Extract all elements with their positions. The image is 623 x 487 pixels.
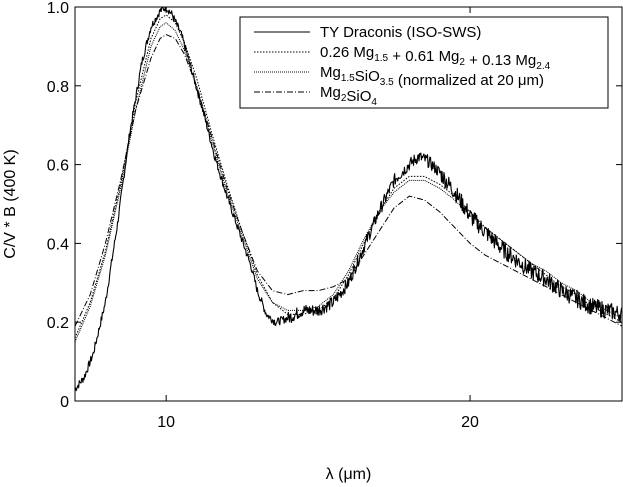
legend-subscript: 2 [459, 57, 465, 68]
y-tick-label: 0.4 [47, 236, 69, 253]
y-tick-label: 0.6 [47, 158, 69, 175]
y-tick-label: 1.0 [47, 0, 69, 17]
legend-text-part: TY Draconis (ISO-SWS) [320, 24, 481, 41]
x-tick-label: 20 [461, 414, 479, 431]
legend-text-part: + 0.13 Mg [465, 52, 536, 69]
plot-frame [74, 6, 623, 402]
y-tick-label: 0 [60, 394, 69, 411]
legend-label-m15: Mg1.5SiO3.5 (normalized at 20 μm) [320, 64, 544, 89]
legend-text-part: SiO [355, 68, 380, 85]
legend-subscript: 1.5 [374, 53, 388, 64]
legend-text-part: SiO [346, 88, 371, 105]
legend-text-part: Mg [320, 84, 341, 101]
legend-label-mix: 0.26 Mg1.5 + 0.61 Mg2 + 0.13 Mg2.4 [320, 44, 551, 72]
series-line-m2 [75, 34, 622, 327]
series-line-m15 [75, 22, 622, 343]
y-tick-label: 0.8 [47, 79, 69, 96]
legend-label-m2: Mg2SiO4 [320, 84, 377, 108]
legend: TY Draconis (ISO-SWS)0.26 Mg1.5 + 0.61 M… [239, 16, 609, 109]
legend-label-ty: TY Draconis (ISO-SWS) [320, 24, 481, 41]
x-axis-label: λ (μm) [326, 466, 372, 483]
legend-subscript: 2 [341, 93, 347, 104]
y-axis-label: C/V * B (400 K) [2, 149, 19, 258]
legend-text-part: 0.26 Mg [320, 44, 374, 61]
legend-subscript: 1.5 [341, 73, 355, 84]
legend-subscript: 4 [371, 97, 377, 108]
ticks-layer: 0 0.2 0.4 0.6 0.8 1.0 10 20 [47, 0, 622, 431]
legend-text-part: (normalized at 20 μm) [394, 72, 544, 89]
legend-text-part: Mg [320, 64, 341, 81]
y-tick-label: 0.2 [47, 315, 69, 332]
legend-subscript: 3.5 [380, 77, 394, 88]
legend-text-part: + 0.61 Mg [388, 48, 459, 65]
x-tick-label: 10 [157, 414, 175, 431]
legend-subscript: 2.4 [536, 61, 550, 72]
